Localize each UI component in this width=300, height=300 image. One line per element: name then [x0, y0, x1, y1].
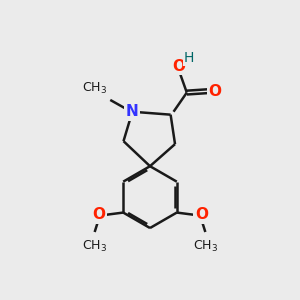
Text: O: O — [208, 84, 221, 99]
Text: CH$_3$: CH$_3$ — [82, 238, 106, 253]
Text: O: O — [195, 207, 208, 222]
Text: O: O — [172, 58, 185, 74]
Text: CH$_3$: CH$_3$ — [82, 81, 107, 96]
Text: O: O — [92, 207, 105, 222]
Text: H: H — [183, 51, 194, 65]
Text: CH$_3$: CH$_3$ — [194, 238, 218, 253]
Text: N: N — [126, 104, 139, 119]
